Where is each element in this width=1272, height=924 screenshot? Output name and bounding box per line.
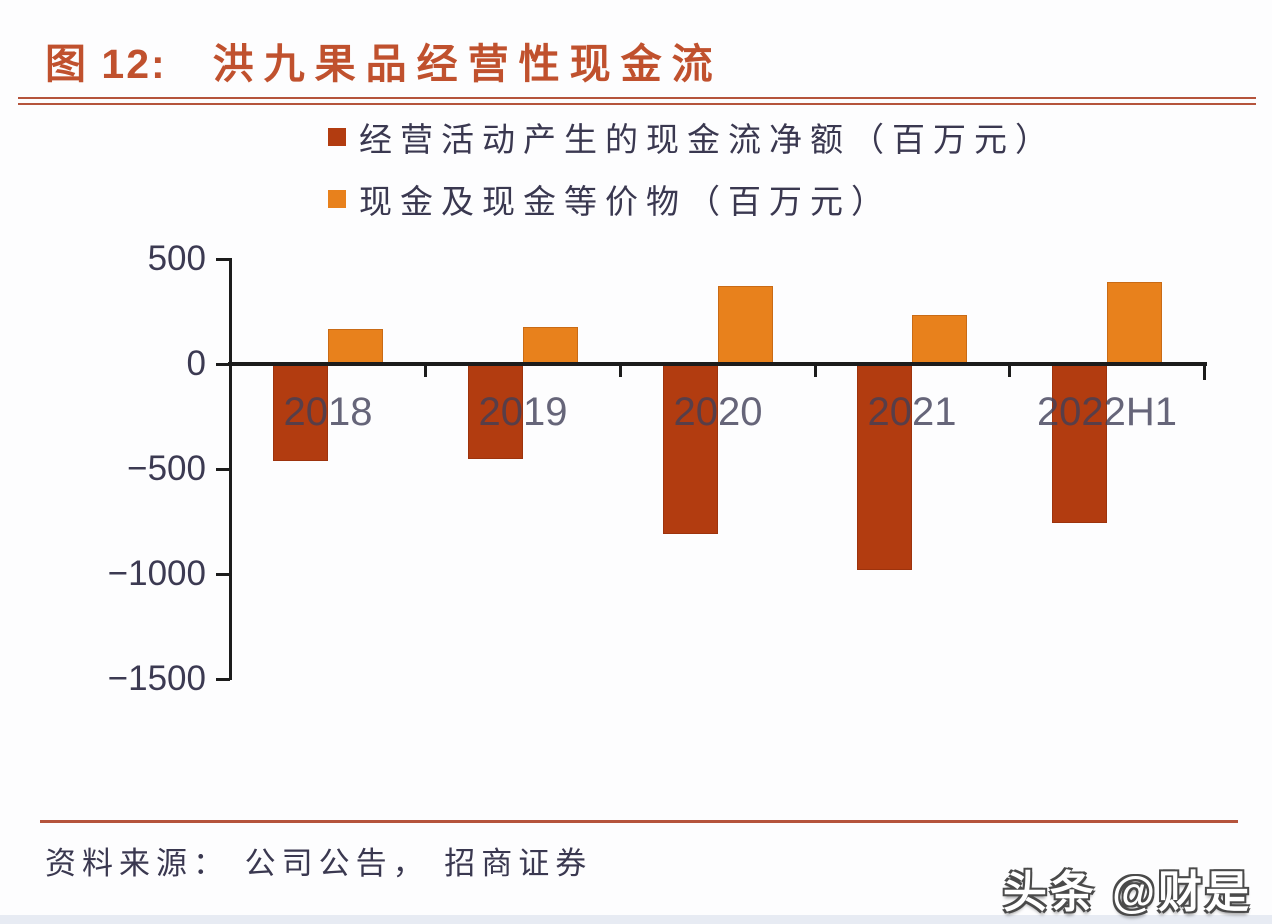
bar-2019-cash-equivalents xyxy=(523,327,578,364)
bar-2020-operating-cash-flow xyxy=(663,364,718,534)
category-label: 2022H1 xyxy=(1036,390,1178,434)
y-axis-line xyxy=(229,258,232,680)
legend-swatch-icon xyxy=(328,128,346,146)
bottom-strip xyxy=(0,915,1272,924)
category-label: 2021 xyxy=(867,390,957,434)
bar-2019-operating-cash-flow xyxy=(468,364,523,459)
figure-title: 洪九果品经营性现金流 xyxy=(212,41,723,87)
source-text: 资料来源： 公司公告， 招商证券 xyxy=(45,846,593,881)
legend-label: 现金及现金等价物（百万元） xyxy=(359,183,892,220)
bar-2021-cash-equivalents xyxy=(912,315,967,364)
y-tick-label: −1500 xyxy=(107,659,206,698)
figure-number: 图 12: xyxy=(45,41,167,87)
legend-item: 经营活动产生的现金流净额（百万元） xyxy=(328,114,1056,160)
y-tick xyxy=(216,258,230,261)
bar-2018-cash-equivalents xyxy=(328,329,383,364)
x-tick xyxy=(424,366,427,377)
x-tick xyxy=(1203,366,1206,380)
y-tick-label: −500 xyxy=(127,449,206,488)
category-label: 2019 xyxy=(478,390,568,434)
y-tick xyxy=(216,363,230,366)
bar-2021-operating-cash-flow xyxy=(857,364,912,570)
category-label: 2018 xyxy=(283,390,373,434)
bar-2022H1-cash-equivalents xyxy=(1107,282,1162,364)
figure-header: 图 12: 洪九果品经营性现金流 xyxy=(45,30,723,90)
y-tick xyxy=(216,678,230,681)
watermark: 头条 @财是 xyxy=(1002,868,1252,917)
legend-item: 现金及现金等价物（百万元） xyxy=(328,176,1056,222)
x-tick xyxy=(1008,366,1011,377)
x-axis-line xyxy=(228,362,1207,366)
x-tick xyxy=(619,366,622,377)
legend-swatch-icon xyxy=(328,190,346,208)
legend-label: 经营活动产生的现金流净额（百万元） xyxy=(359,121,1056,158)
x-tick xyxy=(814,366,817,377)
chart-legend: 经营活动产生的现金流净额（百万元） 现金及现金等价物（百万元） xyxy=(328,114,1056,238)
category-label: 2020 xyxy=(673,390,763,434)
y-tick-label: 500 xyxy=(147,239,206,278)
bar-2018-operating-cash-flow xyxy=(273,364,328,461)
y-tick-label: 0 xyxy=(186,344,206,383)
bar-2020-cash-equivalents xyxy=(718,286,773,364)
y-tick xyxy=(216,573,230,576)
y-tick-label: −1000 xyxy=(107,554,206,593)
title-underline xyxy=(18,97,1256,105)
y-tick xyxy=(216,468,230,471)
source-divider xyxy=(40,820,1238,823)
bar-2022H1-operating-cash-flow xyxy=(1052,364,1107,523)
